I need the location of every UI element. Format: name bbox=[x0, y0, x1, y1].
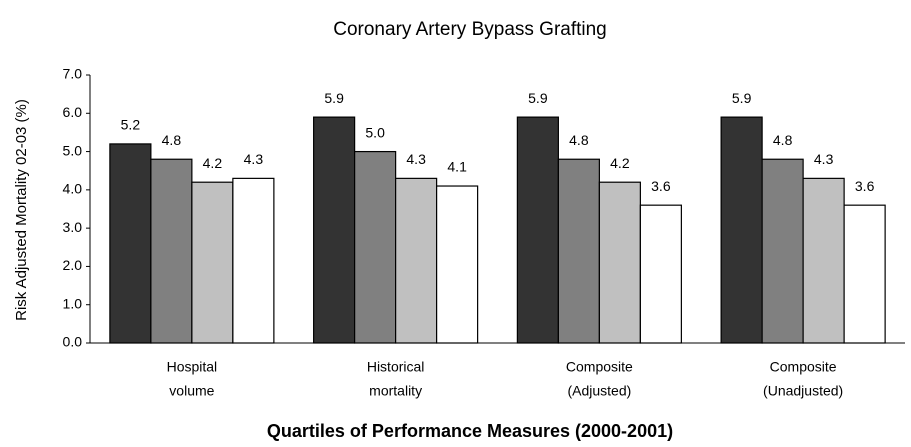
bar bbox=[191, 181, 234, 344]
data-label: 4.2 bbox=[610, 155, 630, 171]
data-label: 5.9 bbox=[732, 90, 752, 106]
bar bbox=[516, 116, 559, 344]
y-tick-label: 0.0 bbox=[63, 334, 83, 350]
data-label: 4.3 bbox=[814, 151, 834, 167]
data-label: 4.8 bbox=[162, 132, 182, 148]
data-label: 4.8 bbox=[569, 132, 589, 148]
bar bbox=[802, 177, 845, 344]
bar bbox=[436, 185, 479, 344]
bar bbox=[395, 177, 438, 344]
y-axis-label: Risk Adjusted Mortality 02-03 (%) bbox=[13, 99, 30, 321]
chart-title: Coronary Artery Bypass Grafting bbox=[333, 19, 607, 40]
x-tick-label: Composite bbox=[770, 359, 837, 375]
y-tick-label: 5.0 bbox=[63, 142, 83, 158]
bar bbox=[150, 158, 193, 344]
bar bbox=[761, 158, 804, 344]
y-tick-label: 3.0 bbox=[63, 219, 83, 235]
bar bbox=[598, 181, 641, 344]
data-label: 4.3 bbox=[244, 151, 264, 167]
y-tick-label: 4.0 bbox=[63, 181, 83, 197]
y-tick-label: 7.0 bbox=[63, 66, 83, 82]
data-label: 4.8 bbox=[773, 132, 793, 148]
data-label: 5.0 bbox=[365, 124, 385, 140]
x-tick-label: mortality bbox=[369, 383, 422, 399]
x-tick-label: Composite bbox=[566, 359, 633, 375]
x-tick-label: (Unadjusted) bbox=[763, 383, 843, 399]
bar bbox=[639, 204, 682, 344]
bar bbox=[557, 158, 600, 344]
data-label: 5.9 bbox=[528, 90, 548, 106]
data-label: 4.2 bbox=[203, 155, 223, 171]
bar bbox=[354, 150, 397, 344]
data-label: 3.6 bbox=[651, 178, 671, 194]
data-label: 4.1 bbox=[447, 159, 467, 175]
y-tick-label: 6.0 bbox=[63, 104, 83, 120]
y-tick-label: 1.0 bbox=[63, 295, 83, 311]
x-tick-label: (Adjusted) bbox=[567, 383, 631, 399]
bar bbox=[313, 116, 356, 344]
data-label: 4.3 bbox=[406, 151, 426, 167]
x-tick-label: volume bbox=[169, 383, 214, 399]
bar bbox=[232, 177, 275, 344]
data-label: 5.2 bbox=[121, 117, 141, 133]
data-label: 5.9 bbox=[324, 90, 344, 106]
x-axis-label: Quartiles of Performance Measures (2000-… bbox=[267, 421, 673, 441]
data-label: 3.6 bbox=[855, 178, 875, 194]
bar bbox=[720, 116, 763, 344]
y-tick-label: 2.0 bbox=[63, 257, 83, 273]
x-tick-label: Historical bbox=[367, 359, 425, 375]
bar bbox=[109, 143, 152, 344]
bar bbox=[843, 204, 886, 344]
x-tick-label: Hospital bbox=[167, 359, 218, 375]
